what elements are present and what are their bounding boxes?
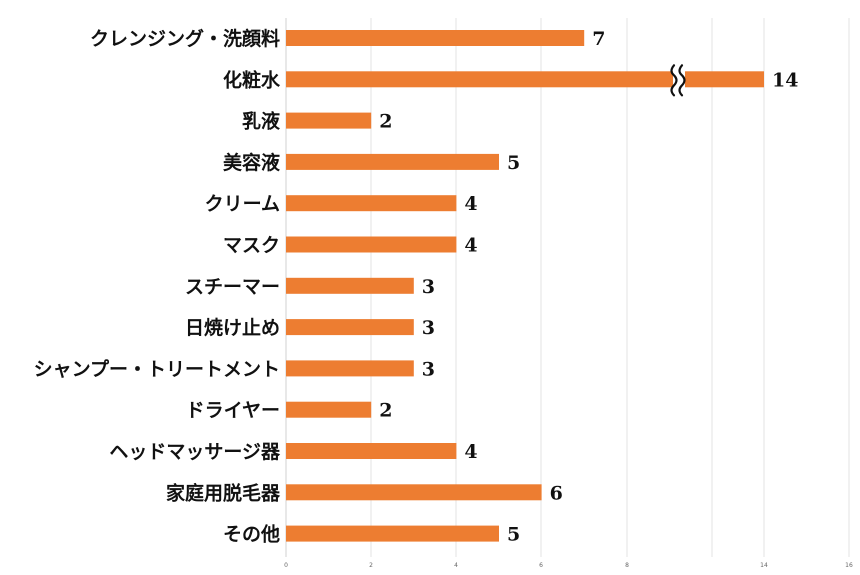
category-label: ヘッドマッサージ器	[109, 441, 281, 463]
value-label: 3	[422, 317, 435, 339]
value-label: 4	[464, 193, 477, 215]
category-label: クリーム	[205, 193, 280, 215]
value-label: 7	[592, 28, 605, 50]
bar	[286, 319, 414, 336]
x-tick-labels: 0 2 4 6 8 14 16	[284, 562, 853, 569]
bar	[286, 360, 414, 377]
category-label: シャンプー・トリートメント	[34, 357, 280, 380]
x-tick-label: 4	[454, 562, 458, 569]
x-tick-label: 6	[539, 562, 543, 569]
bar	[286, 525, 499, 542]
bar	[286, 195, 457, 212]
category-label: 乳液	[242, 110, 281, 133]
bar	[286, 30, 585, 46]
x-tick-label: 14	[760, 562, 768, 569]
value-labels: 7 14 2 5 4 4 3 3 3 2 4 6 5	[379, 28, 798, 546]
value-label: 5	[507, 152, 520, 174]
bar	[286, 401, 372, 418]
x-tick-label: 8	[625, 562, 629, 569]
bar	[286, 153, 499, 170]
bars	[286, 30, 764, 542]
category-label: ドライヤー	[186, 400, 280, 422]
category-label: 化粧水	[223, 68, 281, 91]
bar	[286, 443, 457, 459]
bar	[286, 277, 414, 294]
category-labels: クレンジング・洗顔料化粧水乳液美容液クリームマスクスチーマー日焼け止めシャンプー…	[34, 27, 281, 546]
value-label: 4	[464, 441, 477, 463]
value-label: 3	[422, 358, 435, 380]
category-label: 家庭用脱毛器	[166, 481, 281, 504]
bar	[286, 71, 764, 88]
value-label: 14	[772, 69, 798, 91]
category-label: 日焼け止め	[185, 316, 280, 339]
value-label: 5	[507, 524, 520, 546]
category-label: マスク	[223, 235, 280, 257]
axis-break-icon	[670, 64, 678, 97]
category-label: 美容液	[223, 151, 281, 174]
value-label: 6	[550, 482, 563, 504]
bar	[286, 484, 542, 501]
category-label: クレンジング・洗顔料	[90, 27, 280, 50]
x-tick-label: 16	[845, 562, 853, 569]
value-label: 2	[379, 111, 392, 133]
axis-break-icon	[678, 64, 686, 97]
x-tick-label: 0	[284, 562, 288, 569]
bar	[286, 112, 372, 129]
value-label: 4	[464, 235, 477, 257]
value-label: 3	[422, 276, 435, 298]
bar	[286, 236, 457, 253]
gridlines	[370, 18, 850, 557]
x-tick-label: 2	[369, 562, 373, 569]
value-label: 2	[379, 400, 392, 422]
category-label: その他	[223, 523, 280, 546]
category-label: スチーマー	[185, 276, 280, 298]
